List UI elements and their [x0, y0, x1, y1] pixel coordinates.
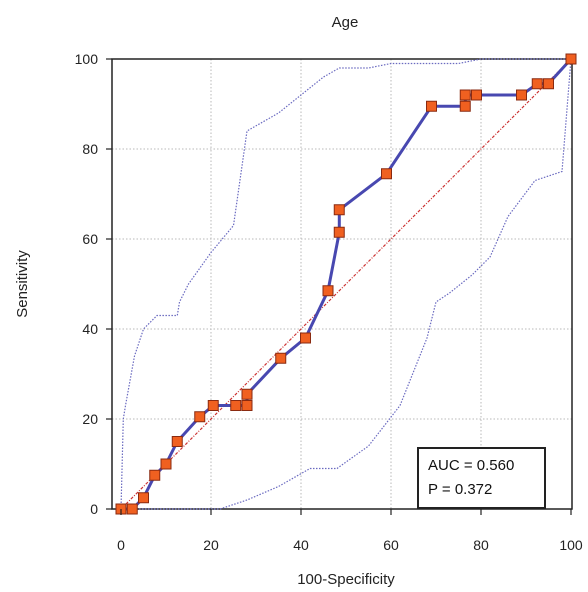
y-tick-label-80: 80	[82, 141, 98, 157]
y-tick-label-40: 40	[82, 321, 98, 337]
x-tick-label-60: 60	[383, 537, 399, 553]
confidence-bounds	[120, 58, 572, 510]
roc-point-22	[531, 78, 543, 90]
x-tick-label-100: 100	[559, 537, 583, 553]
reference-line-group	[120, 58, 572, 510]
axis-ticks: 0 20 40 60 80 100 0 20 40 60 80 100	[75, 51, 583, 553]
reference-diagonal-line	[120, 58, 572, 510]
x-tick-label-80: 80	[473, 537, 489, 553]
roc-point-6	[194, 411, 206, 423]
chart-title: Age	[332, 14, 359, 31]
roc-point-12	[300, 332, 311, 344]
roc-point-24	[565, 53, 577, 65]
roc-point-2	[138, 492, 149, 504]
roc-point-17	[426, 100, 437, 112]
roc-point-11	[275, 352, 287, 364]
roc-point-3	[149, 469, 161, 481]
roc-point-18	[459, 100, 471, 112]
x-tick-label-40: 40	[293, 537, 309, 553]
x-tick-label-0: 0	[117, 537, 125, 553]
y-tick-label-20: 20	[82, 411, 98, 427]
y-tick-label-60: 60	[82, 231, 98, 247]
x-tick-label-20: 20	[203, 537, 219, 553]
roc-point-20	[471, 89, 482, 101]
roc-point-19	[459, 89, 471, 101]
y-tick-label-0: 0	[90, 501, 98, 517]
roc-point-1	[126, 503, 138, 515]
y-axis-title: Sensitivity	[14, 250, 31, 318]
roc-point-16	[381, 168, 392, 180]
roc-point-21	[516, 89, 527, 101]
auc-label: AUC = 0.560	[428, 457, 514, 474]
roc-point-5	[171, 436, 183, 447]
roc-curve-group	[115, 53, 577, 515]
roc-point-7	[207, 400, 219, 411]
roc-point-4	[160, 458, 172, 470]
x-axis-title: 100-Specificity	[297, 571, 395, 588]
roc-point-10	[241, 388, 253, 400]
annotation-box	[417, 447, 546, 509]
y-tick-label-100: 100	[75, 51, 99, 67]
roc-point-15	[333, 204, 345, 216]
roc-point-8	[230, 400, 242, 411]
plot-frame	[111, 58, 573, 510]
roc-point-9	[241, 400, 253, 411]
p-value-label: P = 0.372	[428, 481, 492, 498]
ci-upper-line	[120, 58, 571, 510]
grid	[112, 59, 572, 509]
roc-point-14	[333, 226, 345, 238]
roc-point-13	[322, 285, 334, 297]
roc-point-23	[543, 78, 554, 90]
auc-annotation: AUC = 0.560 P = 0.372	[417, 447, 546, 509]
ci-lower-line	[121, 58, 572, 510]
